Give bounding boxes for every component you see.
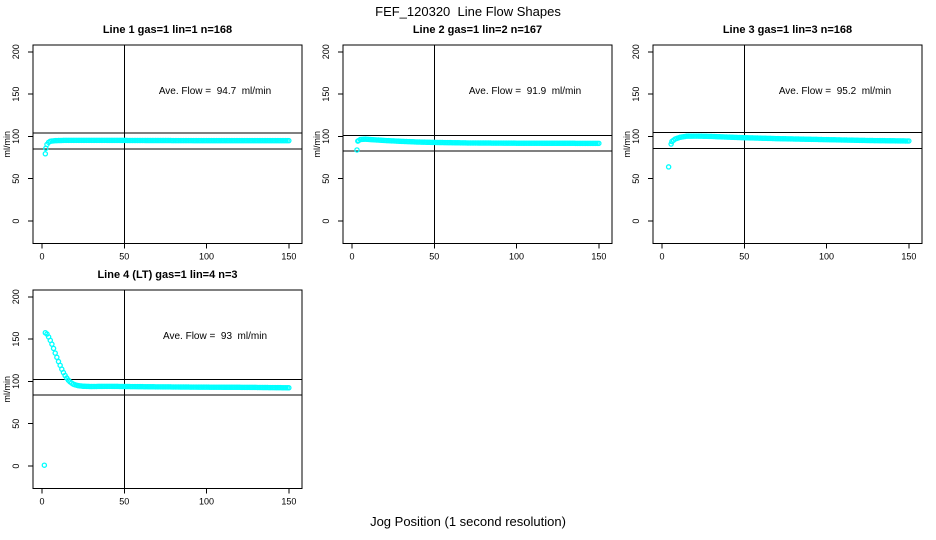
x-tick-label: 0 bbox=[40, 252, 45, 262]
tick-labels: 0 50 100 150 0 50 100 150 200 ml/min bbox=[312, 44, 606, 261]
axes bbox=[28, 289, 303, 494]
panel-title: Line 4 (LT) gas=1 lin=4 n=3 bbox=[97, 269, 238, 281]
x-tick-label: 100 bbox=[199, 252, 214, 262]
x-tick-label: 150 bbox=[901, 252, 916, 262]
panel-line-2-plot: 0 50 100 150 0 50 100 150 200 ml/min bbox=[312, 44, 613, 262]
x-tick-label: 0 bbox=[660, 252, 665, 262]
y-tick-label: 0 bbox=[321, 219, 331, 224]
y-tick-label: 150 bbox=[631, 87, 641, 102]
x-tick-label: 50 bbox=[119, 497, 129, 507]
data-points bbox=[42, 137, 292, 157]
y-tick-label: 100 bbox=[11, 129, 21, 144]
y-axis-label: ml/min bbox=[2, 376, 12, 403]
panel-line-3-plot: 0 50 100 150 0 50 100 150 200 ml/min bbox=[622, 44, 923, 262]
y-tick-label: 50 bbox=[631, 174, 641, 184]
y-axis-label: ml/min bbox=[312, 131, 322, 158]
x-tick-label: 0 bbox=[350, 252, 355, 262]
y-tick-label: 200 bbox=[631, 44, 641, 59]
y-tick-label: 50 bbox=[321, 174, 331, 184]
x-tick-label: 150 bbox=[591, 252, 606, 262]
ave-flow-annotation: Ave. Flow = 95.2 ml/min bbox=[778, 86, 892, 97]
figure-title: FEF_120320 Line Flow Shapes bbox=[375, 4, 561, 19]
axes bbox=[338, 44, 613, 249]
y-tick-label: 0 bbox=[631, 219, 641, 224]
panel-line-3: 0 50 100 150 0 50 100 150 200 ml/min Line 3 gas=1… bbox=[620, 0, 935, 262]
y-tick-label: 100 bbox=[11, 374, 21, 389]
x-tick-label: 150 bbox=[281, 252, 296, 262]
y-tick-label: 100 bbox=[321, 129, 331, 144]
x-tick-label: 100 bbox=[509, 252, 524, 262]
tick-labels: 0 50 100 150 0 50 100 150 200 ml/min bbox=[2, 289, 296, 506]
x-tick-label: 50 bbox=[429, 252, 439, 262]
ave-flow-annotation: Ave. Flow = 93 ml/min bbox=[162, 331, 268, 342]
data-points bbox=[665, 133, 912, 170]
y-tick-label: 200 bbox=[11, 289, 21, 304]
y-axis-label: ml/min bbox=[622, 131, 632, 158]
data-points bbox=[41, 329, 292, 468]
y-tick-label: 200 bbox=[321, 44, 331, 59]
ave-flow-annotation: Ave. Flow = 94.7 ml/min bbox=[158, 86, 272, 97]
ave-flow-annotation: Ave. Flow = 91.9 ml/min bbox=[468, 86, 582, 97]
x-tick-label: 50 bbox=[739, 252, 749, 262]
tick-labels: 0 50 100 150 0 50 100 150 200 ml/min bbox=[622, 44, 916, 261]
data-points bbox=[354, 136, 602, 153]
y-tick-label: 0 bbox=[11, 464, 21, 469]
x-tick-label: 150 bbox=[281, 497, 296, 507]
axes bbox=[648, 44, 923, 249]
y-tick-label: 100 bbox=[631, 129, 641, 144]
panel-title: Line 2 gas=1 lin=2 n=167 bbox=[412, 24, 543, 36]
y-tick-label: 150 bbox=[11, 332, 21, 347]
tick-labels: 0 50 100 150 0 50 100 150 200 ml/min bbox=[2, 44, 296, 261]
y-tick-label: 150 bbox=[11, 87, 21, 102]
x-tick-label: 100 bbox=[819, 252, 834, 262]
y-tick-label: 0 bbox=[11, 219, 21, 224]
panel-line-4: 0 50 100 150 0 50 100 150 200 ml/min Line 4 (LT) … bbox=[0, 245, 315, 507]
panel-title: Line 3 gas=1 lin=3 n=168 bbox=[722, 24, 853, 36]
panel-title: Line 1 gas=1 lin=1 n=168 bbox=[102, 24, 233, 36]
panel-line-1-plot: 0 50 100 150 0 50 100 150 200 ml/min bbox=[2, 44, 303, 262]
y-tick-label: 200 bbox=[11, 44, 21, 59]
x-tick-label: 100 bbox=[199, 497, 214, 507]
y-tick-label: 50 bbox=[11, 419, 21, 429]
panel-line-1: 0 50 100 150 0 50 100 150 200 ml/min Line 1 gas=1… bbox=[0, 0, 315, 262]
y-axis-label: ml/min bbox=[2, 131, 12, 158]
panel-line-4-plot: 0 50 100 150 0 50 100 150 200 ml/min bbox=[2, 289, 303, 507]
y-tick-label: 50 bbox=[11, 174, 21, 184]
panel-line-2: 0 50 100 150 0 50 100 150 200 ml/min Line 2 gas=1… bbox=[310, 0, 625, 262]
x-axis-label: Jog Position (1 second resolution) bbox=[370, 514, 566, 529]
x-tick-label: 0 bbox=[40, 497, 45, 507]
axes bbox=[28, 44, 303, 249]
y-tick-label: 150 bbox=[321, 87, 331, 102]
x-tick-label: 50 bbox=[119, 252, 129, 262]
